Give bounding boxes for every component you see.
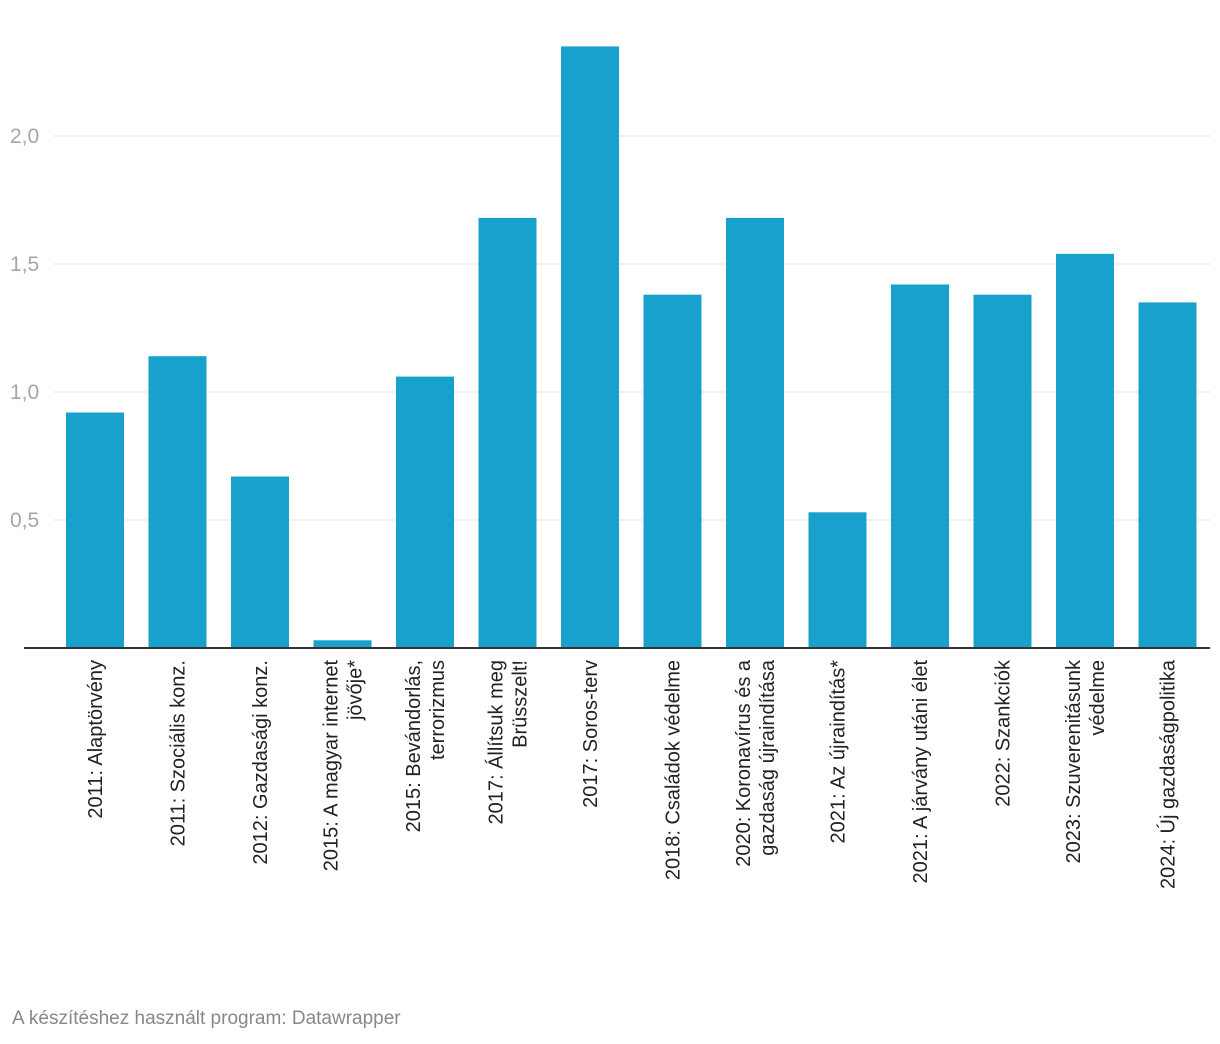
x-tick-label-line: Brüsszelt! (510, 660, 532, 748)
chart-canvas: 0,5 1,0 1,5 2,0 2011: Alaptörvény 2011: Szoci… (10, 46, 1210, 889)
x-tick-label-line: 2015: A magyar internet (321, 660, 343, 872)
x-tick-label-line: 2012: Gazdasági konz. (250, 660, 272, 865)
x-tick-label: 2021: Az újraindítás* (828, 660, 850, 844)
x-tick-label: 2015: Bevándorlás, terrorizmus (403, 660, 449, 832)
x-tick-label: 2021: A járvány utáni élet (910, 660, 932, 884)
x-tick-label: 2011: Szociális konz. (168, 660, 190, 846)
x-tick-label-line: 2024: Új gazdaságpolitika (1157, 659, 1180, 889)
x-tick-label: 2012: Gazdasági konz. (250, 660, 272, 865)
x-tick-label-line: 2021: Az újraindítás* (828, 660, 850, 844)
bar (1056, 253, 1114, 649)
bar (643, 294, 702, 648)
bar (231, 476, 289, 648)
source-credit: A készítéshez használt program: Datawrap… (12, 1008, 401, 1029)
x-tick-label: 2024: Új gazdaságpolitika (1157, 659, 1180, 889)
x-tick-label: 2022: Szankciók (993, 659, 1015, 807)
x-tick-label-line: 2021: A járvány utáni élet (910, 660, 932, 884)
x-tick-label-line: 2017: Soros-terv (580, 660, 602, 808)
bar (891, 284, 949, 648)
x-tick-label-line: 2022: Szankciók (993, 659, 1015, 807)
bar (396, 376, 454, 648)
y-tick-label: 0,5 (10, 509, 39, 532)
x-tick-label-line: 2011: Szociális konz. (168, 660, 190, 846)
x-tick-label-line: 2020: Koronavírus és a (733, 659, 755, 867)
y-tick-label: 1,5 (10, 253, 39, 276)
x-tick-label-line: 2023: Szuverenitásunk (1063, 659, 1085, 863)
x-tick-label: 2017: Állítsuk meg Brüsszelt! (485, 660, 532, 825)
bar (561, 46, 619, 648)
y-tick-label: 1,0 (10, 381, 39, 404)
x-tick-label: 2020: Koronavírus és a gazdaság újraindít… (733, 659, 779, 867)
bar (148, 356, 207, 648)
x-tick-label-line: védelme (1087, 660, 1109, 736)
x-tick-label: 2018: Családok védelme (663, 660, 685, 880)
x-tick-label-line: 2017: Állítsuk meg (485, 660, 508, 825)
bar (478, 217, 537, 648)
x-tick-label: 2011: Alaptörvény (85, 660, 107, 819)
x-tick-label-line: 2011: Alaptörvény (85, 660, 107, 819)
x-tick-label-line: jövője* (345, 660, 367, 721)
bar (973, 294, 1032, 648)
bar (1138, 302, 1197, 648)
x-tick-label: 2015: A magyar internet jövője* (321, 660, 367, 872)
x-tick-label-line: 2015: Bevándorlás, (403, 660, 425, 832)
bar-chart: 0,5 1,0 1,5 2,0 2011: Alaptörvény 2011: Szoci… (10, 46, 1210, 889)
x-tick-label: 2023: Szuverenitásunk védelme (1063, 659, 1109, 863)
bar (313, 640, 372, 648)
bar (808, 512, 867, 648)
y-tick-label: 2,0 (10, 125, 39, 148)
x-tick-label-line: 2018: Családok védelme (663, 660, 685, 880)
x-tick-label: 2017: Soros-terv (580, 660, 602, 808)
bar (66, 412, 124, 648)
bar (726, 217, 784, 648)
x-tick-label-line: gazdaság újraindítása (757, 659, 779, 856)
x-tick-label-line: terrorizmus (427, 660, 449, 760)
